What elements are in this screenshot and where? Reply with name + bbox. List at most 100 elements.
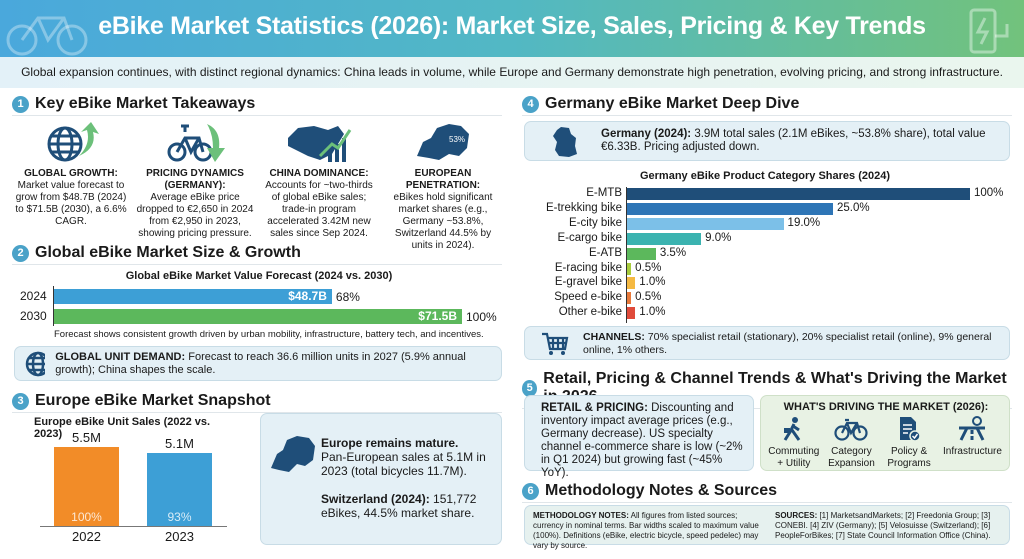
channels-box: CHANNELS: 70% specialist retail (station… (524, 326, 1010, 360)
bar (147, 452, 212, 526)
commuter-icon (783, 417, 801, 441)
bar-value-label: 0.5% (635, 261, 662, 274)
bar-category-label: 2023 (165, 529, 194, 544)
takeaway-text: Average eBike price dropped to €2,650 in… (136, 192, 254, 239)
europe-map-icon: 53% (417, 124, 469, 160)
svg-text:53%: 53% (449, 135, 465, 144)
bar-category-label: E-MTB (586, 187, 622, 199)
channels-text: CHANNELS: 70% specialist retail (station… (583, 331, 1003, 356)
box-text: Forecast to reach 36.6 million units in … (55, 350, 466, 376)
driver-label: Category Expansion (828, 446, 875, 469)
bicycle-icon (834, 418, 869, 441)
section-2-header: 2 Global eBike Market Size & Growth (12, 244, 502, 265)
ebike-price-down-icon (167, 124, 225, 162)
takeaway-head: EUROPEAN PENETRATION: (405, 168, 481, 191)
axis-line (40, 526, 227, 527)
box-text: 3.9M total sales (2.1M eBikes, ~53.8% sh… (601, 128, 986, 153)
global-chart-title: Global eBike Market Value Forecast (2024… (125, 270, 393, 282)
takeaway-text: eBikes hold significant market shares (e… (393, 192, 493, 251)
bar: $48.7B (54, 289, 332, 304)
bar-value-label: 25.0% (837, 201, 870, 214)
bar (627, 307, 636, 320)
driver-label: Policy & Programs (887, 446, 931, 469)
europe-summary-box: Europe remains mature. Pan-European sales… (260, 413, 502, 545)
box-head: Germany (2024): (601, 128, 692, 140)
bar (627, 262, 632, 275)
bar-value-label: 0.5% (635, 291, 662, 304)
bar-category-label: E-gravel bike (554, 276, 622, 289)
bar-value-label: 1.0% (639, 276, 666, 289)
bar-pct-label: 68% (335, 290, 360, 304)
box-text: 70% specialist retail (stationary), 20% … (583, 331, 992, 356)
bar-value-label: 3.5% (659, 246, 687, 259)
road-infrastructure-icon (959, 416, 986, 441)
policy-document-icon (900, 417, 921, 442)
china-map-growth-icon (288, 126, 352, 162)
takeaway-head: CHINA DOMINANCE: (269, 168, 369, 179)
methodology-notes: METHODOLOGY NOTES: All figures from list… (533, 511, 769, 551)
bar (627, 202, 833, 215)
europe-chart-title: Europe eBike Unit Sales (2022 vs. 2023) (34, 416, 211, 440)
driver-commuting: Commuting + Utility (765, 416, 823, 470)
global-unit-demand-box: GLOBAL UNIT DEMAND: Forecast to reach 36… (14, 346, 502, 381)
section-number: 6 (522, 482, 539, 500)
driver-label: Commuting + Utility (768, 446, 820, 469)
box-head: Switzerland (2024): (321, 492, 430, 506)
bar-pct-label: 93% (167, 510, 192, 524)
section-1-header: 1 Key eBike Market Takeaways (12, 95, 502, 116)
bar-value-label: 1.0% (639, 306, 666, 319)
germany-summary-box: Germany (2024): 3.9M total sales (2.1M e… (524, 121, 1010, 161)
bar-category-label: Other e-bike (558, 306, 622, 319)
driver-label: Infrastructure (942, 446, 1002, 457)
takeaway-text: Accounts for ~two-thirds of global eBike… (265, 180, 373, 239)
bar-value-label: 5.5M (72, 429, 101, 445)
takeaway-pricing: PRICING DYNAMICS (GERMANY): Average eBike… (136, 120, 254, 252)
takeaway-global-growth: GLOBAL GROWTH: Market value forecast to g… (12, 120, 130, 252)
takeaway-china: CHINA DOMINANCE: Accounts for ~two-thirds… (260, 120, 378, 252)
bar (627, 277, 636, 290)
bar-category-label: E-trekking bike (545, 201, 622, 214)
driver-category: Category Expansion (823, 416, 881, 470)
box-head: RETAIL & PRICING: (541, 402, 648, 414)
driver-policy: Policy & Programs (880, 416, 938, 470)
box-head: METHODOLOGY NOTES: (533, 511, 629, 520)
bar-category-label: E-cargo bike (557, 231, 622, 244)
box-head: SOURCES: (775, 511, 818, 520)
bar (627, 292, 632, 305)
global-unit-demand-text: GLOBAL UNIT DEMAND: Forecast to reach 36… (55, 351, 501, 377)
section-number: 5 (522, 379, 538, 397)
bar-category-label: 2024 (20, 289, 47, 303)
bar-value-label: 9.0% (705, 231, 732, 244)
box-text: Pan-European sales at 5.1M in 2023 (tota… (321, 450, 486, 478)
drivers-title: WHAT'S DRIVING THE MARKET (2026): (783, 401, 989, 413)
box-text: All figures from listed sources; currenc… (533, 511, 759, 550)
bar-pct-label: 100% (466, 310, 497, 324)
germany-chart-title: Germany eBike Product Category Shares (2… (639, 170, 891, 182)
bar: $71.5B (54, 309, 462, 324)
bar-value-label: 19.0% (787, 216, 821, 229)
battery-charger-icon (969, 8, 1009, 54)
box-text: [1] MarketsandMarkets; [2] Freedonia Gro… (775, 511, 991, 540)
bar (54, 446, 119, 526)
europe-summary-text: Europe remains mature. Pan-European sales… (321, 436, 496, 520)
section-3-header: 3 Europe eBike Market Snapshot (12, 392, 502, 413)
axis-line (626, 187, 627, 323)
bar-category-label: 2022 (72, 529, 101, 544)
sources-list: SOURCES: [1] MarketsandMarkets; [2] Free… (775, 511, 1005, 541)
section-6-header: 6 Methodology Notes & Sources (522, 482, 1012, 503)
bar (627, 217, 784, 230)
bar-value-label: 5.1M (165, 435, 194, 451)
global-chart-note: Forecast shows consistent growth driven … (54, 329, 484, 340)
bar-category-label: Speed e-bike (554, 291, 622, 304)
takeaway-head: GLOBAL GROWTH: (24, 168, 118, 179)
takeaway-head: PRICING DYNAMICS (GERMANY): (146, 168, 244, 191)
section-title: Global eBike Market Size & Growth (35, 244, 301, 261)
section-title: Key eBike Market Takeaways (35, 95, 256, 112)
drivers-row: Commuting + Utility Category Expansion P… (765, 416, 1007, 470)
globe-icon (25, 351, 46, 376)
section-title: Germany eBike Market Deep Dive (545, 95, 800, 112)
bar-pct-label: 100% (71, 510, 102, 524)
box-text: Discounting and inventory impact average… (541, 402, 743, 479)
bar (627, 232, 702, 245)
driver-infrastructure: Infrastructure (938, 416, 1007, 470)
